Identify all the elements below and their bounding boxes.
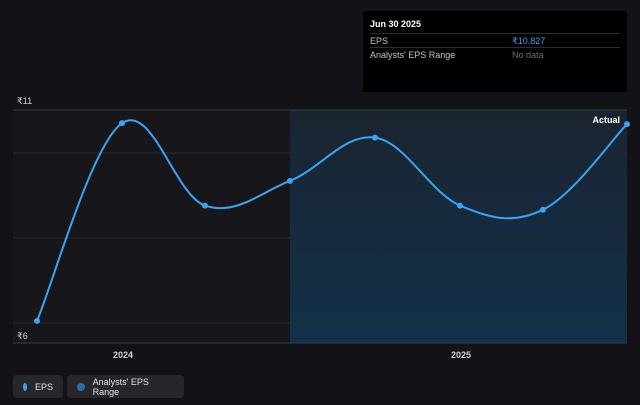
legend-range-label: Analysts' EPS Range <box>92 376 149 397</box>
legend-range-toggle[interactable]: Analysts' EPS Range <box>67 375 184 398</box>
x-tick-label-2024: 2024 <box>113 350 133 360</box>
eps-point[interactable] <box>202 202 208 209</box>
eps-point[interactable] <box>540 206 546 213</box>
tooltip-range-value: No data <box>512 50 544 60</box>
tooltip-row-eps: EPS ₹10.827 <box>370 33 620 47</box>
history-region <box>13 110 290 343</box>
eps-point[interactable] <box>119 120 125 127</box>
tooltip-date: Jun 30 2025 <box>370 19 422 29</box>
eps-point[interactable] <box>372 134 378 141</box>
y-tick-label-bottom: ₹6 <box>17 331 28 341</box>
legend-eps-dot-icon <box>23 382 27 391</box>
eps-point[interactable] <box>34 317 40 324</box>
tooltip-row-range: Analysts' EPS Range No data <box>370 47 620 61</box>
tooltip-range-label: Analysts' EPS Range <box>370 50 456 60</box>
eps-point[interactable] <box>457 202 463 209</box>
eps-point[interactable] <box>287 177 293 184</box>
tooltip-eps-label: EPS <box>370 36 389 46</box>
forecast-region <box>290 110 627 343</box>
x-tick-label-2025: 2025 <box>451 350 471 360</box>
legend-eps-toggle[interactable]: EPS <box>13 375 63 398</box>
actual-annotation: Actual <box>592 115 620 125</box>
eps-point[interactable] <box>624 121 630 128</box>
tooltip-eps-value: ₹10.827 <box>512 36 546 46</box>
legend-range-dot-icon <box>77 382 85 391</box>
tooltip: Jun 30 2025 EPS ₹10.827 Analysts' EPS Ra… <box>363 11 627 92</box>
y-tick-label-top: ₹11 <box>17 96 32 106</box>
legend-eps-label: EPS <box>34 381 53 392</box>
